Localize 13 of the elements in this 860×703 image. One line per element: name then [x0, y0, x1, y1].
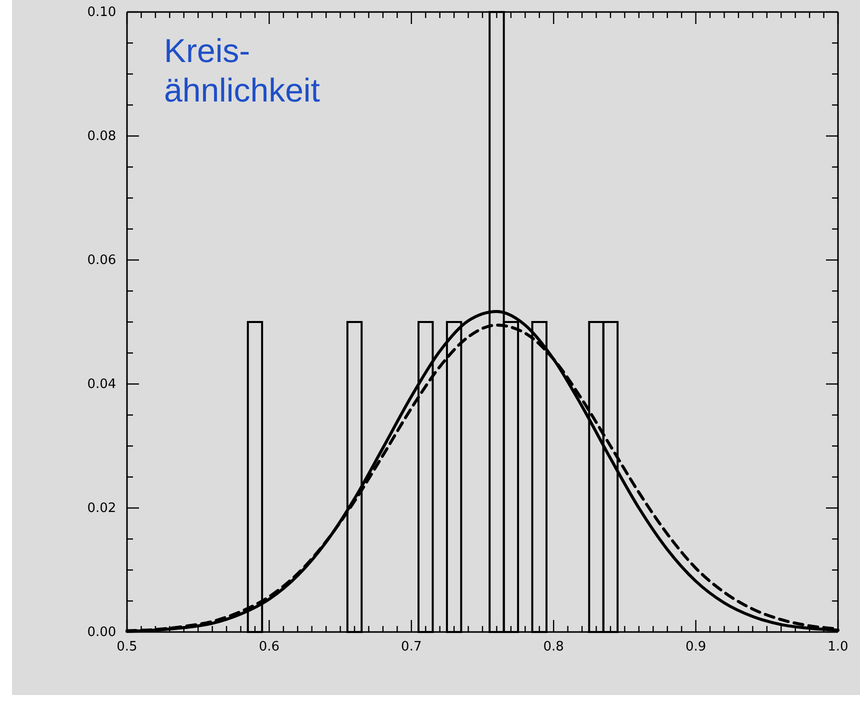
y-tick-label: 0.06 [87, 253, 116, 268]
x-tick-label: 0.5 [116, 640, 138, 655]
y-tick-label: 0.08 [87, 129, 116, 144]
x-tick-label: 1.0 [828, 640, 848, 655]
x-tick-label: 0.8 [543, 640, 564, 655]
x-tick-label: 0.6 [258, 640, 280, 655]
y-tick-label: 0.04 [87, 377, 116, 392]
y-tick-label: 0.10 [87, 5, 116, 20]
annotation: Kreis- ähnlichkeit [164, 32, 320, 109]
y-tick-label: 0.00 [87, 625, 116, 640]
y-tick-label: 0.02 [87, 501, 116, 516]
x-tick-label: 0.9 [685, 640, 706, 655]
x-tick-label: 0.7 [401, 640, 422, 655]
